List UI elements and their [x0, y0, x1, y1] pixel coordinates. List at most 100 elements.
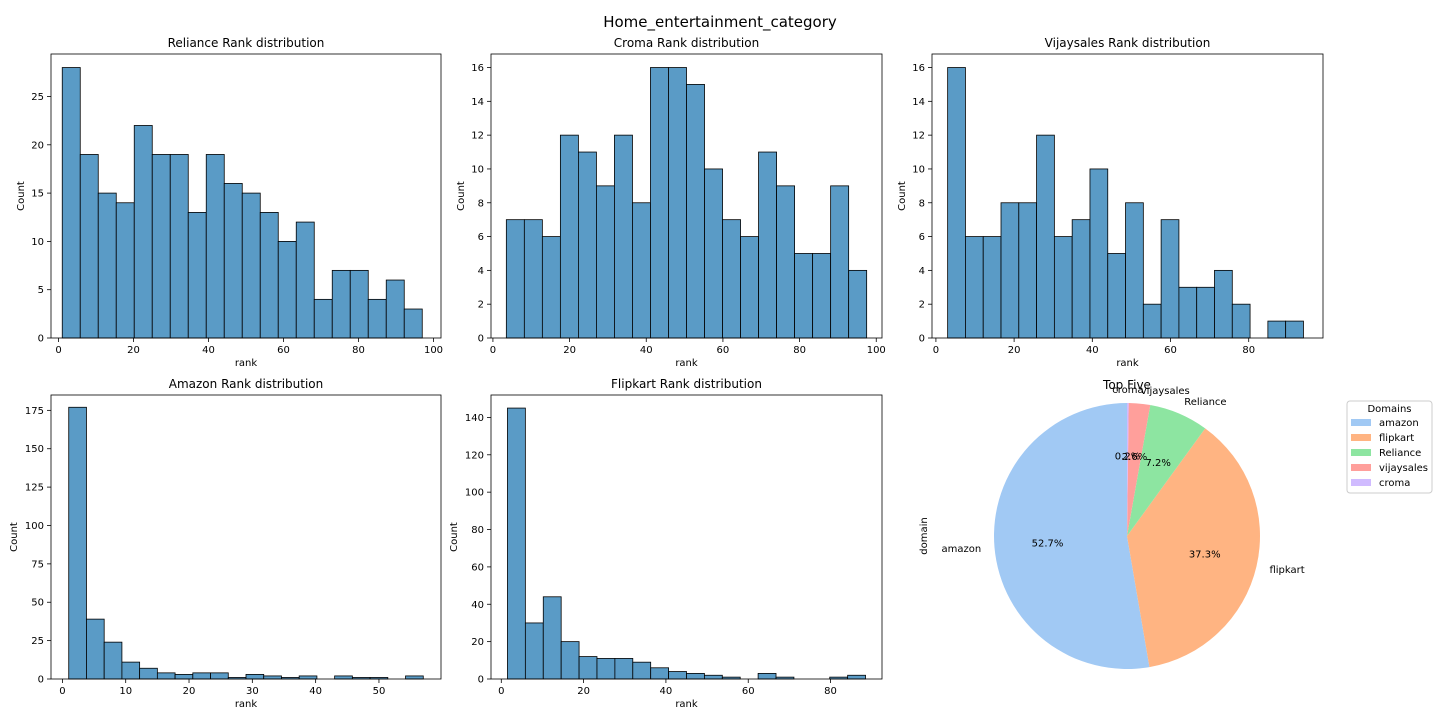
legend-swatch	[1351, 419, 1371, 426]
pie-percent-label: 7.2%	[1146, 458, 1171, 469]
histogram-bar	[1178, 286, 1198, 339]
y-tick-label: 25	[31, 636, 44, 647]
legend-entry-label: vijaysales	[1379, 463, 1428, 474]
x-axis-label: rank	[675, 699, 698, 710]
x-tick-label: 40	[202, 345, 215, 356]
y-tick-label: 20	[471, 637, 484, 648]
histogram-bar	[263, 675, 282, 680]
histogram-bar	[245, 673, 265, 680]
pie-slice-flipkart	[1127, 428, 1260, 668]
histogram-bar	[614, 658, 634, 680]
x-tick-label: 60	[717, 345, 730, 356]
legend-entry-label: flipkart	[1379, 433, 1414, 444]
legend: Domains amazon flipkart Reliance vijaysales c…	[1346, 400, 1433, 494]
histogram-panel-3: 0 10 20 30 40 50 0 25 50 75 100 125 150 175 Amazon Ran…	[9, 377, 442, 710]
histogram-bar	[559, 134, 579, 339]
histogram-bar	[578, 656, 598, 680]
histogram-bar	[385, 279, 405, 339]
histogram-bar	[1125, 202, 1144, 339]
x-tick-label: 60	[1164, 345, 1177, 356]
y-axis-label: Count	[456, 181, 467, 211]
y-tick-label: 5	[38, 285, 44, 296]
histogram-bar	[704, 674, 723, 680]
histogram-bar	[367, 298, 387, 339]
histogram-bar	[103, 641, 123, 680]
legend-entry-label: croma	[1379, 478, 1410, 489]
histogram-bar	[740, 236, 759, 339]
y-tick-label: 10	[31, 237, 44, 248]
histogram-bar	[1285, 320, 1304, 339]
histogram-bar	[794, 253, 814, 339]
y-tick-label: 0	[38, 334, 44, 345]
histogram-bar	[1214, 269, 1233, 339]
histogram-bar	[965, 236, 984, 339]
x-tick-label: 0	[498, 686, 504, 697]
x-tick-label: 20	[563, 345, 576, 356]
pie-percent-label: 0.2%	[1115, 452, 1140, 463]
x-tick-label: 100	[424, 345, 443, 356]
histogram-bar	[313, 298, 333, 339]
histogram-bar	[405, 675, 424, 680]
x-tick-label: 20	[577, 686, 590, 697]
y-tick-label: 100	[25, 521, 44, 532]
pie-slice-vijaysales	[1127, 403, 1151, 536]
x-tick-label: 80	[824, 686, 837, 697]
x-tick-label: 40	[1086, 345, 1099, 356]
pie-title: Top Five	[1102, 378, 1151, 392]
x-tick-label: 40	[309, 686, 322, 697]
histogram-bar	[1107, 253, 1126, 339]
histogram-bar	[632, 661, 652, 680]
y-tick-label: 12	[912, 131, 925, 142]
histogram-bar	[848, 269, 868, 339]
histogram-bar	[331, 269, 351, 339]
histogram-bar	[86, 618, 105, 680]
histogram-bar	[1000, 202, 1020, 339]
x-tick-label: 20	[127, 345, 140, 356]
y-tick-label: 75	[31, 559, 44, 570]
histogram-bar	[403, 308, 423, 339]
histogram-bar	[223, 183, 243, 339]
histogram-bar	[776, 185, 795, 339]
histogram-bar	[505, 219, 525, 339]
y-tick-label: 4	[919, 266, 925, 277]
y-tick-label: 0	[919, 334, 925, 345]
y-tick-label: 0	[38, 675, 44, 686]
legend-swatch	[1351, 434, 1371, 441]
pie-y-axis-label: domain	[919, 517, 930, 554]
pie-panel: amazon 52.7% flipkart 37.3% Reliance 7.2% vija…	[919, 378, 1305, 669]
x-axis-label: rank	[235, 358, 258, 369]
histogram-bar	[650, 667, 669, 680]
y-tick-label: 2	[478, 300, 484, 311]
pie-slice-croma	[1127, 403, 1129, 536]
y-axis-label: Count	[897, 181, 908, 211]
histogram-bar	[97, 192, 117, 339]
x-tick-label: 0	[59, 686, 65, 697]
histogram-bar	[334, 675, 353, 680]
histogram-bar	[668, 671, 687, 680]
histogram-bar	[758, 151, 777, 339]
x-axis-label: rank	[675, 358, 698, 369]
histogram-bar	[79, 154, 99, 339]
y-tick-label: 16	[912, 63, 925, 74]
x-tick-label: 100	[867, 345, 886, 356]
y-axis-label: Count	[16, 181, 27, 211]
legend-entry-label: Reliance	[1379, 448, 1421, 459]
x-tick-label: 40	[640, 345, 653, 356]
subplot-title: Amazon Rank distribution	[169, 377, 324, 391]
histogram-bar	[704, 168, 723, 339]
histogram-bar	[174, 673, 194, 680]
y-tick-label: 50	[31, 598, 44, 609]
histogram-panel-1: 0 20 40 60 80 100 0 2 4 6 8 10 12 14 16 Croma Rank dist…	[456, 36, 886, 369]
x-tick-label: 0	[490, 345, 496, 356]
pie-label: amazon	[942, 544, 982, 555]
x-axis-label: rank	[235, 699, 258, 710]
x-axis-label: rank	[1116, 358, 1139, 369]
y-tick-label: 0	[478, 334, 484, 345]
y-tick-label: 8	[919, 198, 925, 209]
y-tick-label: 2	[919, 300, 925, 311]
pie-label: flipkart	[1269, 565, 1304, 576]
histogram-bar	[1160, 219, 1180, 339]
histogram-bar	[686, 672, 705, 680]
